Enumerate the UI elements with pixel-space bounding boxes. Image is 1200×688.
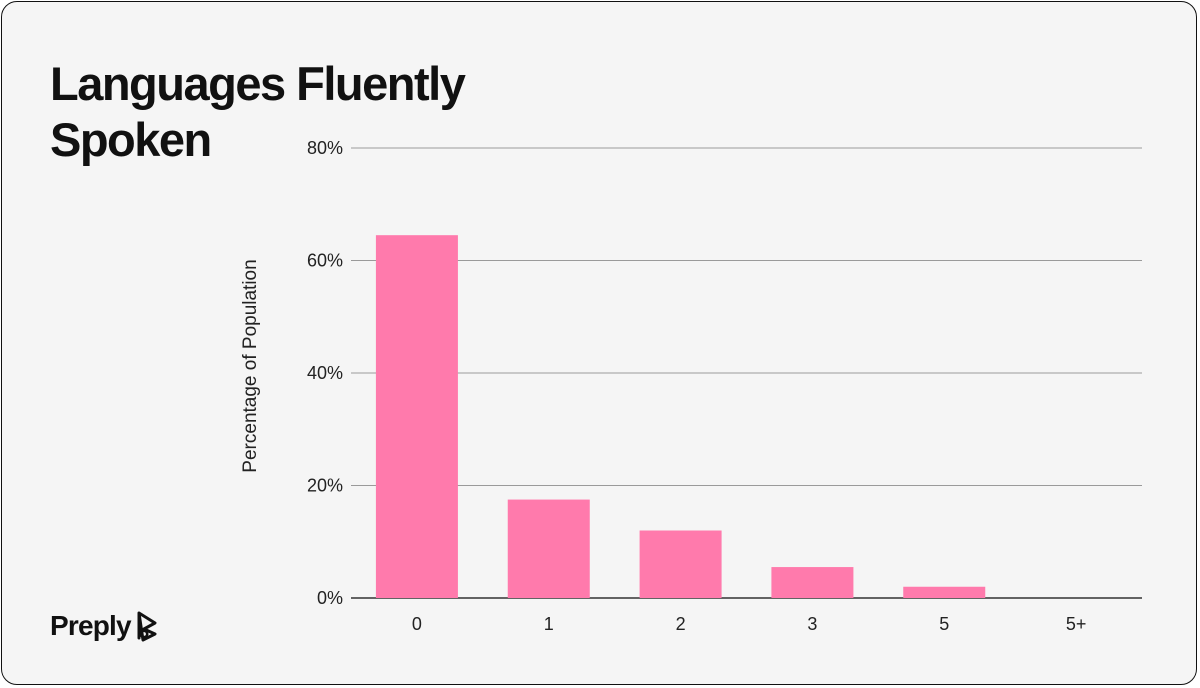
x-tick-label: 1 — [544, 614, 554, 634]
y-axis-title: Percentage of Population — [240, 259, 261, 472]
brand-name: Preply — [50, 610, 132, 641]
x-tick-label: 5 — [939, 614, 949, 634]
bar-2 — [639, 530, 722, 598]
y-tick-label: 40% — [307, 363, 343, 383]
y-tick-label: 80% — [307, 138, 343, 158]
chart-title: Languages Fluently Spoken — [50, 57, 466, 166]
bar-5 — [903, 586, 986, 598]
y-tick-label: 60% — [307, 251, 343, 271]
x-tick-label: 0 — [412, 614, 422, 634]
preply-logo: Preply — [50, 606, 161, 646]
bar-0 — [375, 235, 458, 598]
bar-3 — [771, 567, 854, 598]
y-tick-label: 20% — [307, 476, 343, 496]
bar-1 — [507, 499, 590, 598]
x-tick-label: 2 — [676, 614, 686, 634]
y-tick-label: 0% — [317, 588, 343, 608]
x-tick-label: 3 — [807, 614, 817, 634]
preply-logo-icon — [137, 611, 157, 642]
x-tick-label: 5+ — [1066, 614, 1087, 634]
